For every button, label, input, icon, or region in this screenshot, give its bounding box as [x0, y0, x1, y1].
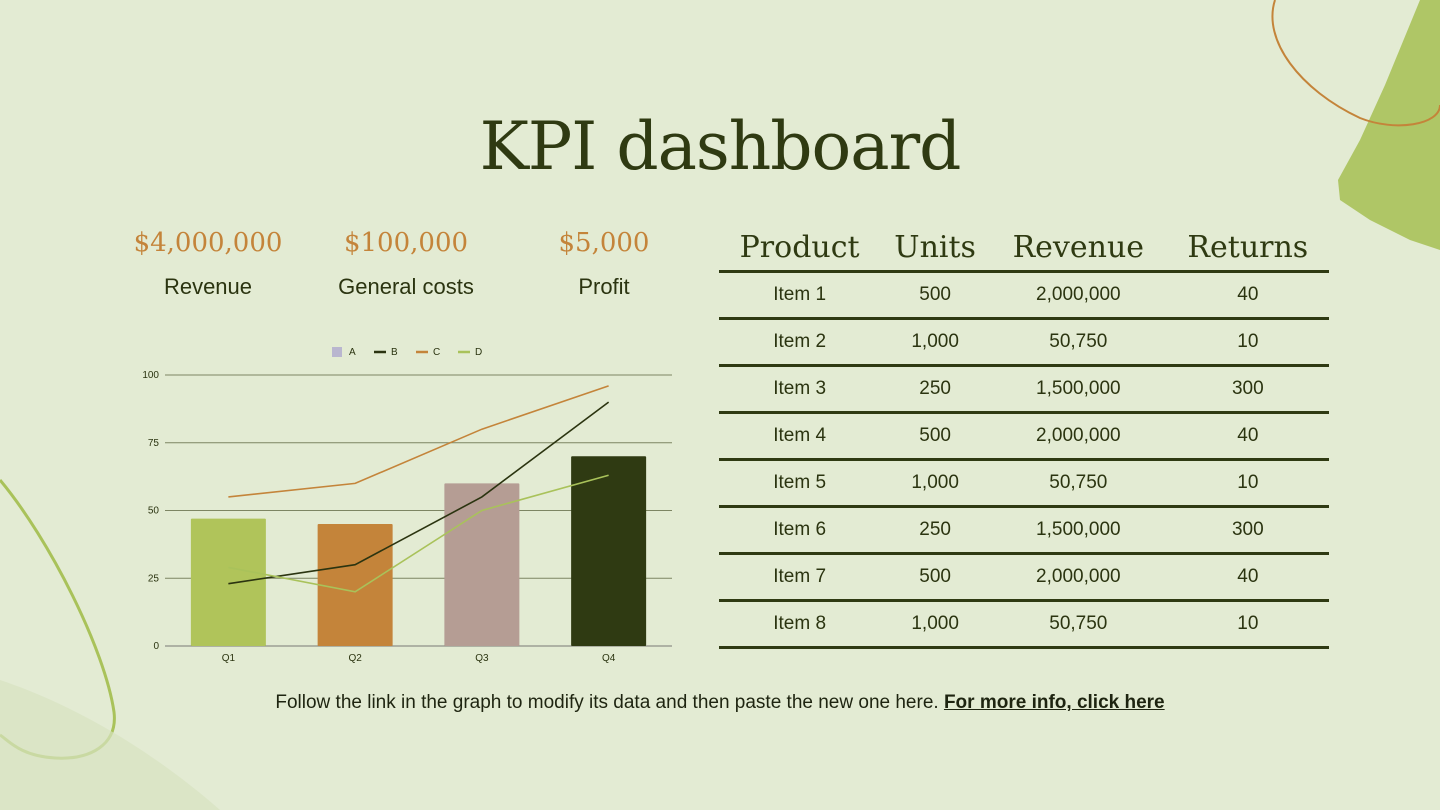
cell-revenue: 50,750: [989, 318, 1167, 367]
table-row: Item 5 1,000 50,750 10: [719, 459, 1329, 508]
table-row: Item 4 500 2,000,000 40: [719, 412, 1329, 461]
table-header-row: Product Units Revenue Returns: [719, 225, 1329, 273]
kpi-chart[interactable]: A B C D 0 25 50 75 100 Q1 Q2 Q3 Q4: [120, 335, 680, 665]
chart-lines: [228, 385, 610, 593]
page-title: KPI dashboard: [479, 108, 962, 185]
chart-bars: [190, 456, 647, 646]
cell-revenue: 2,000,000: [989, 412, 1167, 461]
header-returns: Returns: [1166, 225, 1329, 273]
cell-returns: 300: [1166, 506, 1329, 555]
header-product: Product: [719, 225, 881, 273]
bar-a-q3: [444, 483, 520, 646]
cell-revenue: 2,000,000: [989, 271, 1167, 320]
cell-product: Item 2: [719, 318, 881, 367]
cell-product: Item 3: [719, 365, 881, 414]
legend-label: B: [391, 347, 398, 358]
table-row: Item 6 250 1,500,000 300: [719, 506, 1329, 555]
y-tick-label: 0: [153, 641, 159, 652]
cell-units: 1,000: [880, 318, 990, 367]
more-info-link[interactable]: For more info, click here: [943, 692, 1165, 713]
legend-label: A: [349, 347, 356, 358]
cell-product: Item 4: [719, 412, 881, 461]
bar-a-q4: [571, 456, 647, 646]
cell-product: Item 8: [719, 600, 881, 649]
kpi-general-costs: $100,000 General costs: [286, 228, 526, 300]
x-tick-label: Q3: [475, 653, 489, 664]
cell-product: Item 1: [719, 271, 881, 320]
footer-note: Follow the link in the graph to modify i…: [0, 692, 1440, 714]
cell-revenue: 2,000,000: [989, 553, 1167, 602]
y-tick-label: 75: [148, 438, 160, 449]
bar-a-q1: [190, 518, 266, 646]
table-row: Item 3 250 1,500,000 300: [719, 365, 1329, 414]
table-row: Item 2 1,000 50,750 10: [719, 318, 1329, 367]
footer-text: Follow the link in the graph to modify i…: [275, 692, 939, 713]
kpi-profit: $5,000 Profit: [484, 228, 724, 300]
cell-units: 250: [880, 506, 990, 555]
cell-revenue: 1,500,000: [989, 506, 1167, 555]
table-row: Item 1 500 2,000,000 40: [719, 271, 1329, 320]
cell-returns: 10: [1166, 318, 1329, 367]
table-row: Item 8 1,000 50,750 10: [719, 600, 1329, 649]
cell-product: Item 5: [719, 459, 881, 508]
kpi-revenue: $4,000,000 Revenue: [88, 228, 328, 300]
chart-legend: A B C D: [332, 347, 482, 358]
y-tick-label: 100: [142, 370, 159, 381]
line-series-d: [228, 474, 609, 593]
kpi-value: $100,000: [343, 228, 469, 258]
x-tick-label: Q4: [602, 653, 616, 664]
header-revenue: Revenue: [989, 225, 1167, 273]
kpi-label: Revenue: [163, 274, 253, 299]
kpi-value: $5,000: [558, 228, 650, 258]
header-units: Units: [880, 225, 990, 273]
legend-label: D: [475, 347, 482, 358]
cell-units: 250: [880, 365, 990, 414]
cell-returns: 40: [1166, 412, 1329, 461]
light-brush-stroke: [0, 680, 220, 810]
cell-returns: 300: [1166, 365, 1329, 414]
chart-tick-labels: 0 25 50 75 100 Q1 Q2 Q3 Q4: [142, 370, 615, 664]
cell-returns: 40: [1166, 553, 1329, 602]
orange-loop-stroke: [1271, 0, 1440, 127]
cell-units: 500: [880, 271, 990, 320]
cell-returns: 10: [1166, 459, 1329, 508]
cell-revenue: 50,750: [989, 459, 1167, 508]
bar-a-q2: [317, 524, 393, 646]
cell-units: 1,000: [880, 459, 990, 508]
x-tick-label: Q1: [222, 653, 236, 664]
legend-label: C: [433, 347, 440, 358]
cell-revenue: 1,500,000: [989, 365, 1167, 414]
kpi-label: General costs: [338, 274, 474, 299]
cell-revenue: 50,750: [989, 600, 1167, 649]
product-table: Product Units Revenue Returns Item 1 500 2…: [719, 225, 1329, 649]
x-tick-label: Q2: [348, 653, 362, 664]
kpi-value: $4,000,000: [133, 228, 283, 258]
kpi-label: Profit: [578, 274, 630, 299]
cell-returns: 40: [1166, 271, 1329, 320]
y-tick-label: 50: [148, 506, 160, 517]
legend-swatch-a: [332, 347, 342, 357]
line-series-c: [228, 385, 609, 498]
cell-units: 1,000: [880, 600, 990, 649]
cell-units: 500: [880, 553, 990, 602]
line-series-b: [228, 401, 610, 585]
cell-product: Item 6: [719, 506, 881, 555]
table-row: Item 7 500 2,000,000 40: [719, 553, 1329, 602]
y-tick-label: 25: [148, 573, 160, 584]
cell-product: Item 7: [719, 553, 881, 602]
cell-units: 500: [880, 412, 990, 461]
cell-returns: 10: [1166, 600, 1329, 649]
